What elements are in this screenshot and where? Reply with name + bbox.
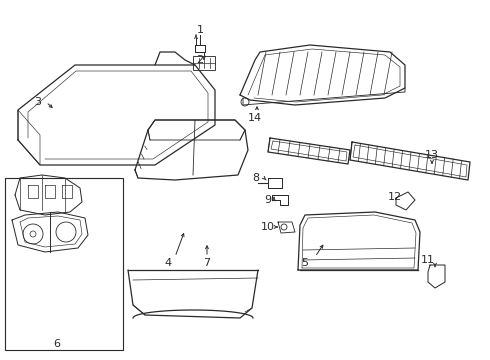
Text: 11: 11 [421,255,435,265]
Text: 1: 1 [196,25,203,35]
Text: 2: 2 [196,55,203,65]
Text: 4: 4 [165,258,172,268]
Text: 5: 5 [301,258,309,268]
Text: 3: 3 [34,97,42,107]
Text: 9: 9 [265,195,271,205]
Text: 6: 6 [53,339,60,349]
Text: 7: 7 [203,258,211,268]
Text: 10: 10 [261,222,275,232]
Text: 12: 12 [388,192,402,202]
Text: 14: 14 [248,113,262,123]
Text: 8: 8 [252,173,260,183]
Bar [5,178,123,350]
Bar [193,56,215,70]
Text: 13: 13 [425,150,439,160]
